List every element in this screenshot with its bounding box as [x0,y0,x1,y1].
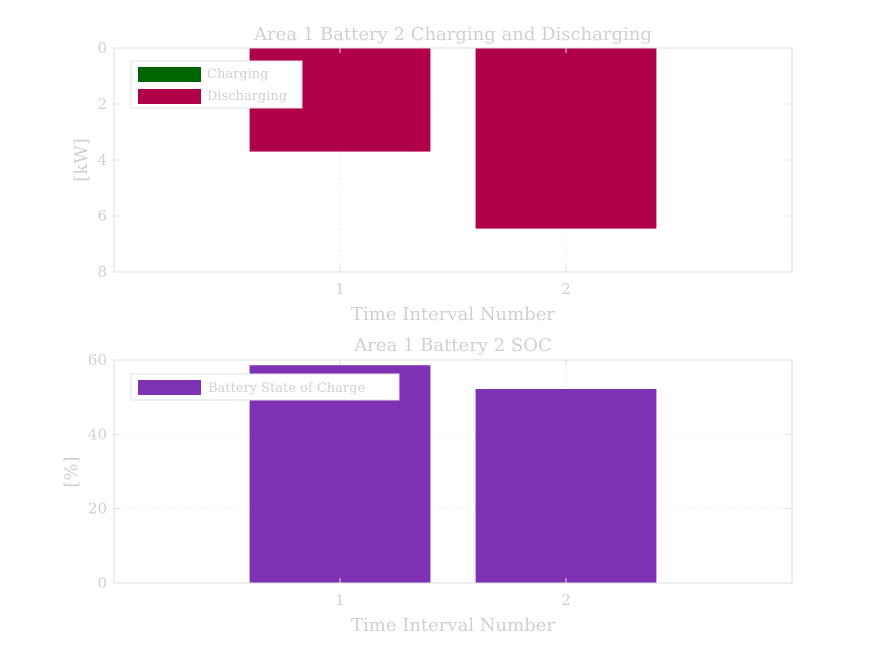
chart2-x-tick-label: 2 [561,591,571,609]
chart2-ticks: 0 20 40 60 1 2 [88,351,792,609]
legend-label-charging: Charging [207,67,268,82]
legend-swatch-soc [138,380,201,395]
legend-swatch-charging [138,67,201,82]
chart1-y-tick-label: 8 [97,263,107,281]
chart2-y-tick-label: 60 [88,351,107,369]
charging-discharging-chart: Area 1 Battery 2 Charging and Dischargin… [71,24,793,325]
chart2-y-tick-label: 20 [88,500,107,518]
chart1-x-tick-label: 1 [335,280,345,298]
legend-label-discharging: Discharging [207,89,287,104]
legend-label-soc: Battery State of Charge [208,381,365,396]
chart2-bar-battery-state-of-charge-1 [249,365,431,583]
chart1-title: Area 1 Battery 2 Charging and Dischargin… [253,24,652,45]
chart1-x-axis-label: Time Interval Number [351,304,555,325]
chart1-y-tick-label: 0 [97,39,107,57]
chart2-y-axis-label: [%] [61,456,82,487]
chart1-y-tick-label: 4 [97,151,107,169]
legend-swatch-discharging [138,89,201,104]
chart2-title: Area 1 Battery 2 SOC [353,335,552,356]
chart1-bar-discharging-2 [475,48,657,229]
chart2-plot-frame [113,359,793,584]
chart1-bars [249,48,657,229]
chart2-y-tick-label: 0 [97,574,107,592]
chart2-bar-battery-state-of-charge-2 [475,388,657,583]
chart1-x-tick-label: 2 [561,280,571,298]
chart1-legend: Charging Discharging [130,60,303,109]
chart2-bars [249,365,657,583]
chart1-y-tick-label: 2 [97,95,107,113]
soc-chart: Area 1 Battery 2 SOC 0 20 40 60 1 2 Time Inte… [61,335,793,636]
chart2-x-tick-label: 1 [335,591,345,609]
chart2-y-tick-label: 40 [88,425,107,443]
chart1-ticks: 0 2 4 6 8 1 2 [97,39,792,298]
chart2-legend: Battery State of Charge [130,373,400,401]
chart1-y-axis-label: [kW] [71,138,92,181]
chart2-x-axis-label: Time Interval Number [351,615,555,636]
chart1-y-tick-label: 6 [97,207,107,225]
